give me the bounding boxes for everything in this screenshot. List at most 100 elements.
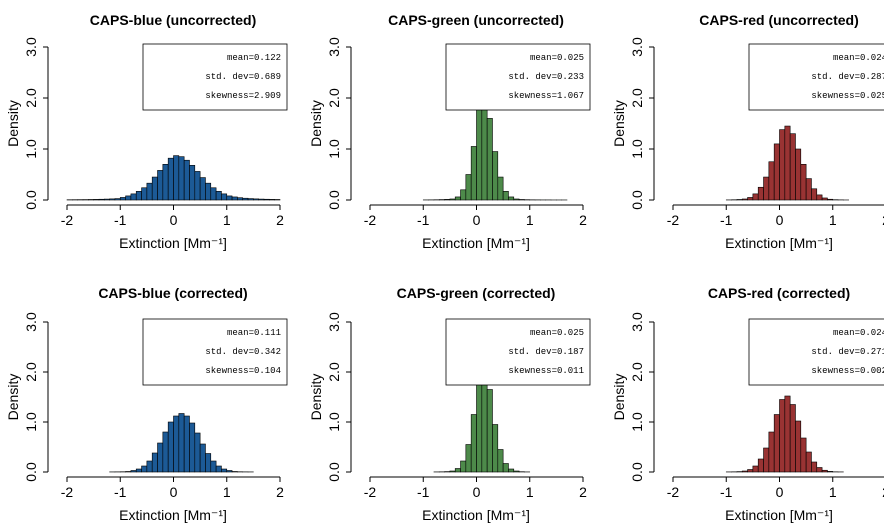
y-tick-label: 0.0: [23, 462, 39, 482]
bar: [449, 470, 456, 473]
bar: [221, 468, 228, 473]
legend-text: mean=0.025: [530, 53, 584, 63]
bar: [93, 199, 100, 201]
x-tick-label: 0: [473, 484, 481, 500]
legend-text: mean=0.024: [833, 328, 884, 338]
bar: [779, 129, 786, 201]
legend-text: std. dev=0.271: [811, 347, 884, 357]
y-tick-label: 3.0: [326, 37, 342, 57]
legend-text: skewness=0.002: [811, 366, 884, 376]
legend-text: std. dev=0.233: [508, 72, 584, 82]
bar: [135, 468, 142, 473]
bar: [258, 198, 265, 201]
y-axis-label: Density: [308, 100, 324, 147]
legend-text: mean=0.025: [530, 328, 584, 338]
bar: [98, 198, 105, 201]
bar: [231, 196, 238, 201]
bar: [508, 468, 515, 473]
bar: [88, 199, 94, 201]
y-tick-label: 0.0: [326, 462, 342, 482]
legend-text: skewness=0.011: [508, 366, 584, 376]
x-tick-label: 2: [276, 212, 284, 228]
bar: [173, 155, 180, 201]
bar: [141, 187, 148, 201]
bar: [460, 189, 467, 201]
x-tick-label: 0: [473, 212, 481, 228]
bar: [773, 414, 780, 473]
x-tick-label: 2: [579, 484, 587, 500]
x-tick-label: -2: [667, 212, 680, 228]
bar: [757, 186, 764, 201]
chart-title: CAPS-blue (corrected): [98, 285, 247, 301]
bar: [178, 156, 185, 201]
x-tick-label: -2: [364, 212, 377, 228]
bar: [476, 105, 483, 201]
bar: [805, 451, 812, 473]
bar: [103, 198, 110, 201]
x-axis-label: Extinction [Mm⁻¹]: [725, 235, 833, 251]
bar: [205, 453, 212, 473]
bar: [199, 177, 206, 201]
bar: [486, 389, 493, 473]
legend-box: [445, 318, 591, 386]
y-tick-label: 1.0: [326, 139, 342, 159]
x-axis-label: Extinction [Mm⁻¹]: [422, 235, 530, 251]
bar: [752, 193, 759, 201]
y-tick-label: 3.0: [23, 37, 39, 57]
x-tick-label: 1: [223, 212, 231, 228]
bar: [454, 468, 461, 473]
x-tick-label: 1: [829, 212, 837, 228]
bar: [492, 424, 499, 473]
chart-title: CAPS-red (corrected): [708, 285, 850, 301]
y-tick-label: 1.0: [629, 139, 645, 159]
bar: [502, 463, 509, 473]
bar: [481, 97, 488, 201]
bar: [194, 432, 201, 473]
y-tick-label: 0.0: [23, 190, 39, 210]
x-tick-label: -2: [364, 484, 377, 500]
legend-box: [748, 43, 884, 111]
bar: [747, 197, 754, 201]
x-tick-label: -1: [720, 484, 733, 500]
bar: [747, 469, 754, 473]
y-axis-label: Density: [308, 374, 324, 421]
y-tick-label: 1.0: [326, 412, 342, 432]
bar: [141, 465, 148, 473]
bar: [768, 431, 775, 473]
bar: [130, 470, 137, 473]
bar: [151, 176, 158, 201]
bar: [827, 198, 834, 201]
y-axis-label: Density: [5, 374, 21, 421]
bar: [205, 182, 212, 201]
y-tick-label: 2.0: [629, 362, 645, 382]
legend-text: mean=0.111: [227, 328, 281, 338]
y-tick-label: 3.0: [23, 312, 39, 332]
bar: [178, 413, 185, 473]
x-tick-label: -1: [417, 212, 430, 228]
legend-text: skewness=0.104: [205, 366, 281, 376]
bar: [157, 442, 164, 473]
bar: [513, 470, 520, 473]
bar: [789, 133, 796, 201]
chart-title: CAPS-red (uncorrected): [699, 12, 858, 28]
bar: [513, 198, 520, 201]
bar: [210, 187, 217, 201]
bar: [444, 199, 451, 201]
y-axis-label: Density: [611, 100, 627, 147]
bar: [502, 191, 509, 201]
y-axis-label: Density: [5, 100, 21, 147]
legend-text: std. dev=0.287: [811, 72, 884, 82]
bar: [269, 199, 275, 201]
bar: [183, 159, 190, 201]
legend-text: std. dev=0.342: [205, 347, 281, 357]
y-tick-label: 3.0: [629, 312, 645, 332]
y-tick-label: 1.0: [23, 412, 39, 432]
bar: [189, 422, 196, 473]
bar: [518, 199, 525, 201]
bar: [736, 199, 743, 201]
y-tick-label: 0.0: [629, 462, 645, 482]
y-tick-label: 3.0: [326, 312, 342, 332]
x-tick-label: -1: [417, 484, 430, 500]
x-tick-label: 0: [776, 212, 784, 228]
bar: [253, 198, 259, 201]
